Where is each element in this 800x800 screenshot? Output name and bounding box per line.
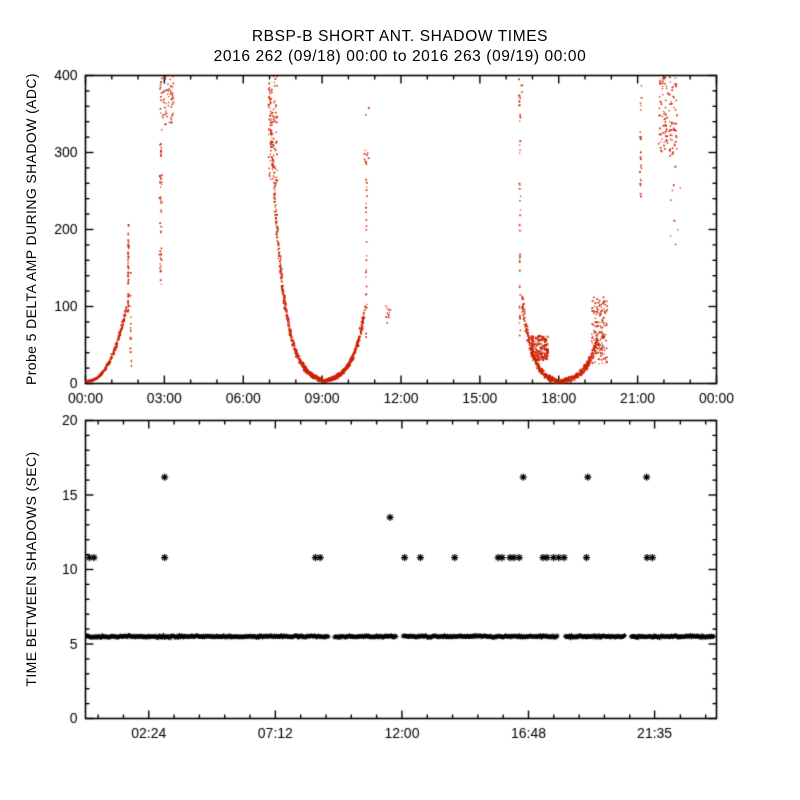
chart-title: RBSP-B SHORT ANT. SHADOW TIMES bbox=[251, 28, 549, 45]
top-y-axis-label: Probe 5 DELTA AMP DURING SHADOW (ADC) bbox=[23, 73, 39, 385]
bottom-y-axis-label: TIME BETWEEN SHADOWS (SEC) bbox=[23, 451, 39, 687]
chart-subtitle: 2016 262 (09/18) 00:00 to 2016 263 (09/1… bbox=[213, 48, 587, 65]
